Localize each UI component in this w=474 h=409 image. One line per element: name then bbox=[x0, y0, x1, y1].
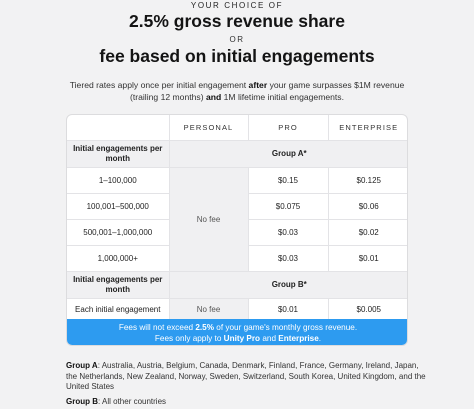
option-revenue-share: 2.5% gross revenue share bbox=[129, 11, 345, 31]
pro-rate: $0.03 bbox=[247, 244, 329, 272]
enterprise-rate: $0.005 bbox=[327, 297, 407, 321]
group-a-heading: Group A* bbox=[168, 139, 407, 168]
pricing-table-card: PERSONAL PRO ENTERPRISE Initial engageme… bbox=[66, 114, 408, 346]
pricing-description: Tiered rates apply once per initial enga… bbox=[69, 80, 405, 102]
tier-label: Each initial engagement bbox=[67, 297, 170, 321]
column-header-pro: PRO bbox=[247, 115, 329, 141]
fee-cap-line: Fees will not exceed 2.5% of your game's… bbox=[118, 323, 358, 332]
choice-kicker: YOUR CHOICE OF bbox=[190, 1, 284, 10]
table-row: 1,000,000+ $0.03 $0.01 bbox=[67, 244, 407, 272]
pro-rate: $0.01 bbox=[247, 297, 329, 321]
enterprise-rate: $0.01 bbox=[327, 244, 407, 272]
fee-cap-banner: Fees will not exceed 2.5% of your game's… bbox=[67, 319, 407, 345]
personal-no-fee: No fee bbox=[168, 166, 249, 272]
section-label-group-a: Initial engagements per month bbox=[67, 139, 170, 168]
tier-label: 100,001–500,000 bbox=[67, 192, 170, 220]
pro-rate: $0.075 bbox=[247, 192, 329, 220]
column-header-enterprise: ENTERPRISE bbox=[327, 115, 407, 141]
or-divider: OR bbox=[229, 35, 245, 44]
option-engagement-fee: fee based on initial engagements bbox=[99, 46, 375, 66]
tier-label: 1,000,000+ bbox=[67, 244, 170, 272]
tier-label: 1–100,000 bbox=[67, 166, 170, 194]
enterprise-rate: $0.02 bbox=[327, 218, 407, 246]
group-a-footnote: Group A: Australia, Austria, Belgium, Ca… bbox=[66, 361, 426, 391]
pro-rate: $0.15 bbox=[247, 166, 329, 194]
group-b-footnote: Group B: All other countries bbox=[66, 397, 167, 406]
column-header-personal: PERSONAL bbox=[168, 115, 249, 141]
personal-no-fee: No fee bbox=[168, 297, 249, 321]
pro-rate: $0.03 bbox=[247, 218, 329, 246]
section-label-group-b: Initial engagements per month bbox=[67, 270, 170, 299]
pricing-table: PERSONAL PRO ENTERPRISE Initial engageme… bbox=[67, 115, 407, 321]
fee-scope-line: Fees only apply to Unity Pro and Enterpr… bbox=[154, 334, 322, 343]
header-empty-cell bbox=[67, 115, 170, 141]
group-b-heading: Group B* bbox=[168, 270, 407, 299]
enterprise-rate: $0.125 bbox=[327, 166, 407, 194]
tier-label: 500,001–1,000,000 bbox=[67, 218, 170, 246]
table-row: Each initial engagement No fee $0.01 $0.… bbox=[67, 297, 407, 321]
enterprise-rate: $0.06 bbox=[327, 192, 407, 220]
table-row: 1–100,000 No fee $0.15 $0.125 bbox=[67, 166, 407, 272]
